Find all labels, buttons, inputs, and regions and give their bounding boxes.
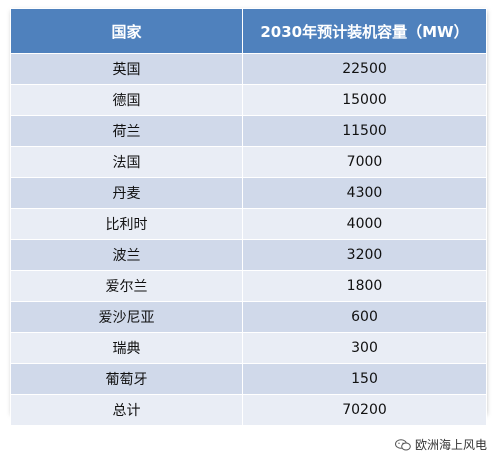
cell-country: 荷兰: [10, 115, 243, 147]
cell-capacity: 4300: [242, 177, 487, 209]
cell-capacity: 7000: [242, 146, 487, 178]
table-row: 荷兰 11500: [10, 115, 487, 147]
cell-country: 爱沙尼亚: [10, 301, 243, 333]
table-row: 总计 70200: [10, 394, 487, 426]
table-row: 英国 22500: [10, 53, 487, 85]
cell-capacity: 11500: [242, 115, 487, 147]
cell-capacity: 300: [242, 332, 487, 364]
cell-country: 总计: [10, 394, 243, 426]
table-body: 英国 22500 德国 15000 荷兰 11500 法国 7000 丹麦 4300 比利时 4000…: [10, 53, 487, 426]
cell-capacity: 150: [242, 363, 487, 395]
watermark: 欧洲海上风电: [394, 436, 487, 453]
cell-country: 英国: [10, 53, 243, 85]
table-row: 爱沙尼亚 600: [10, 301, 487, 333]
cell-capacity: 3200: [242, 239, 487, 271]
watermark-text: 欧洲海上风电: [414, 438, 487, 452]
capacity-table-frame: 国家 2030年预计装机容量（MW） 英国 22500 德国 15000 荷兰 11500…: [10, 8, 487, 426]
table-header-row: 国家 2030年预计装机容量（MW）: [10, 8, 487, 54]
table-row: 爱尔兰 1800: [10, 270, 487, 302]
cell-country: 比利时: [10, 208, 243, 240]
cell-country: 德国: [10, 84, 243, 116]
cell-capacity: 22500: [242, 53, 487, 85]
cell-capacity: 4000: [242, 208, 487, 240]
cell-capacity: 600: [242, 301, 487, 333]
cell-capacity: 1800: [242, 270, 487, 302]
cell-country: 法国: [10, 146, 243, 178]
wechat-icon: [394, 438, 411, 450]
header-capacity: 2030年预计装机容量（MW）: [242, 8, 487, 54]
header-country: 国家: [10, 8, 243, 54]
table-row: 波兰 3200: [10, 239, 487, 271]
table-row: 丹麦 4300: [10, 177, 487, 209]
table-row: 瑞典 300: [10, 332, 487, 364]
cell-capacity: 70200: [242, 394, 487, 426]
cell-country: 爱尔兰: [10, 270, 243, 302]
table-row: 法国 7000: [10, 146, 487, 178]
capacity-table: 国家 2030年预计装机容量（MW） 英国 22500 德国 15000 荷兰 11500…: [10, 8, 487, 426]
cell-country: 瑞典: [10, 332, 243, 364]
table-row: 比利时 4000: [10, 208, 487, 240]
cell-country: 波兰: [10, 239, 243, 271]
cell-country: 葡萄牙: [10, 363, 243, 395]
cell-country: 丹麦: [10, 177, 243, 209]
cell-capacity: 15000: [242, 84, 487, 116]
table-row: 德国 15000: [10, 84, 487, 116]
table-row: 葡萄牙 150: [10, 363, 487, 395]
